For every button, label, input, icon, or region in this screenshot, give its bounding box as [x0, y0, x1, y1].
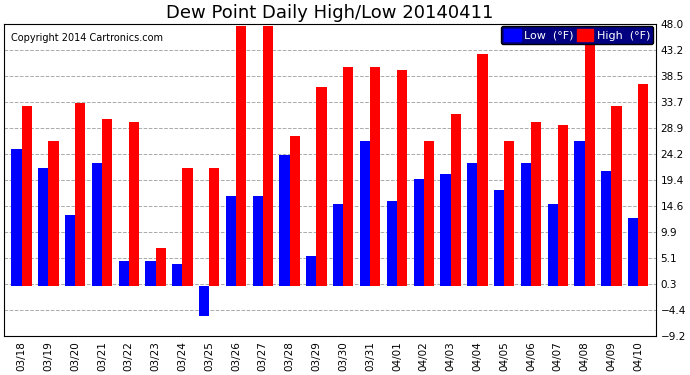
Bar [467, 163, 477, 286]
Bar [504, 141, 514, 286]
Bar [146, 261, 156, 286]
Bar [628, 217, 638, 286]
Bar [38, 168, 48, 286]
Bar [494, 190, 504, 286]
Bar [531, 122, 541, 286]
Bar [48, 141, 59, 286]
Bar [477, 54, 488, 286]
Bar [182, 168, 193, 286]
Bar [290, 136, 300, 286]
Bar [12, 149, 21, 286]
Bar [574, 141, 584, 286]
Bar [306, 256, 317, 286]
Bar [172, 264, 182, 286]
Bar [451, 114, 461, 286]
Bar [333, 204, 344, 286]
Bar [601, 171, 611, 286]
Bar [548, 204, 558, 286]
Title: Dew Point Daily High/Low 20140411: Dew Point Daily High/Low 20140411 [166, 4, 493, 22]
Bar [209, 168, 219, 286]
Bar [424, 141, 434, 286]
Bar [236, 27, 246, 286]
Text: Copyright 2014 Cartronics.com: Copyright 2014 Cartronics.com [10, 33, 163, 43]
Bar [226, 196, 236, 286]
Bar [611, 106, 622, 286]
Bar [386, 201, 397, 286]
Bar [253, 196, 263, 286]
Bar [521, 163, 531, 286]
Bar [413, 179, 424, 286]
Bar [21, 106, 32, 286]
Bar [92, 163, 102, 286]
Legend: Low  (°F), High  (°F): Low (°F), High (°F) [500, 26, 653, 44]
Bar [129, 122, 139, 286]
Bar [638, 84, 649, 286]
Bar [65, 215, 75, 286]
Bar [119, 261, 129, 286]
Bar [584, 40, 595, 286]
Bar [370, 68, 380, 286]
Bar [156, 248, 166, 286]
Bar [558, 125, 568, 286]
Bar [317, 87, 326, 286]
Bar [279, 155, 290, 286]
Bar [102, 119, 112, 286]
Bar [344, 68, 353, 286]
Bar [75, 103, 86, 286]
Bar [360, 141, 370, 286]
Bar [440, 174, 451, 286]
Bar [199, 286, 209, 316]
Bar [263, 27, 273, 286]
Bar [397, 70, 407, 286]
